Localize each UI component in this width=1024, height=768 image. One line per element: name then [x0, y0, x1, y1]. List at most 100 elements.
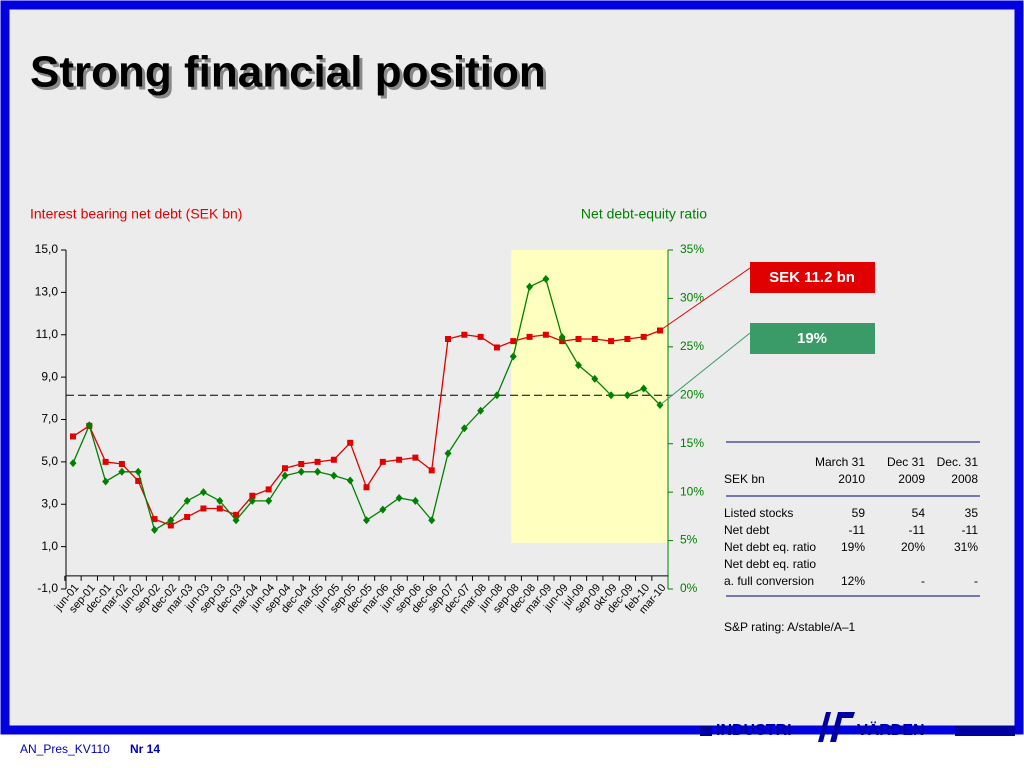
table-cell: 35	[965, 506, 979, 520]
point	[411, 496, 419, 505]
logo-emblem	[818, 712, 855, 742]
point	[591, 335, 598, 342]
y-tick-label: 5,0	[41, 454, 58, 468]
point	[608, 338, 615, 345]
point	[69, 459, 77, 468]
table-note: S&P rating: A/stable/A–1	[724, 620, 856, 634]
point	[640, 333, 647, 340]
point	[151, 525, 159, 534]
table-cell: Net debt	[724, 523, 770, 537]
table-header: Dec. 31	[937, 455, 979, 469]
point	[526, 282, 534, 291]
point	[85, 421, 93, 430]
point	[281, 465, 288, 472]
point	[379, 458, 386, 465]
point	[574, 361, 582, 370]
table-cell: 20%	[901, 540, 925, 554]
point	[428, 467, 435, 474]
y-tick-label: 15,0	[35, 242, 59, 256]
point	[248, 496, 256, 505]
logo-right: VÄRDEN	[857, 721, 925, 739]
footer-file: AN_Pres_KV110	[20, 742, 110, 756]
table-cell: Net debt eq. ratio	[724, 540, 816, 554]
point	[558, 333, 566, 342]
y-axis-title: Interest bearing net debt (SEK bn)	[30, 206, 242, 222]
table-header: SEK bn	[724, 472, 765, 486]
y-tick-label: 3,0	[41, 496, 58, 510]
point	[102, 458, 109, 465]
point	[445, 335, 452, 342]
y2-tick-label: 15%	[680, 436, 704, 450]
point	[134, 467, 142, 476]
table-cell: -11	[909, 523, 926, 537]
callout-label: 19%	[797, 330, 827, 347]
point	[265, 496, 273, 505]
point	[183, 496, 191, 505]
point	[542, 331, 549, 338]
table-header: 2009	[898, 472, 925, 486]
point	[526, 333, 533, 340]
y2-tick-label: 0%	[680, 581, 698, 595]
point	[477, 333, 484, 340]
slide-title: Strong financial position	[30, 48, 546, 97]
logo-left: INDUSTRI	[716, 722, 792, 739]
table-header: 2008	[951, 472, 978, 486]
point	[460, 424, 468, 433]
point	[347, 439, 354, 446]
y-tick-label: 9,0	[41, 369, 58, 383]
point	[363, 484, 370, 491]
table-header: Dec 31	[887, 455, 925, 469]
point	[542, 275, 550, 284]
table-cell: a. full conversion	[724, 574, 814, 588]
point	[396, 456, 403, 463]
point	[102, 477, 110, 486]
logo-bar	[955, 726, 1015, 736]
point	[200, 505, 207, 512]
point	[493, 391, 501, 400]
point	[167, 516, 175, 525]
table-cell: 12%	[841, 574, 865, 588]
table-cell: Listed stocks	[724, 506, 793, 520]
point	[298, 460, 305, 467]
point	[412, 454, 419, 461]
point	[70, 433, 76, 440]
y-tick-label: 11,0	[36, 327, 59, 341]
y2-tick-label: 10%	[680, 484, 704, 498]
table-header: 2010	[838, 472, 865, 486]
callout-leader	[659, 267, 751, 331]
table-cell: 31%	[954, 540, 978, 554]
y2-tick-label: 30%	[680, 291, 704, 305]
highlight-band	[511, 250, 668, 543]
point	[346, 476, 354, 485]
point	[265, 486, 272, 493]
point	[314, 467, 322, 476]
table-cell: -	[974, 574, 978, 588]
table-cell: Net debt eq. ratio	[724, 557, 816, 571]
point	[509, 352, 517, 361]
y2-tick-label: 5%	[680, 533, 698, 547]
point	[461, 331, 468, 338]
table-cell: 54	[912, 506, 926, 520]
logo-bar	[700, 726, 712, 736]
title-shadow: Strong financial position	[33, 51, 549, 100]
point	[297, 467, 305, 476]
point	[330, 471, 338, 480]
y2-axis-title: Net debt-equity ratio	[581, 206, 707, 222]
point	[330, 456, 337, 463]
y-tick-label: 13,0	[35, 285, 59, 299]
point	[363, 516, 370, 525]
table-cell: -	[921, 574, 925, 588]
point	[249, 492, 256, 499]
table-header: March 31	[815, 455, 865, 469]
table-cell: -11	[849, 523, 866, 537]
point	[395, 493, 403, 502]
point	[167, 522, 174, 529]
point	[233, 511, 240, 518]
footer-page: Nr 14	[130, 742, 160, 756]
point	[640, 384, 648, 393]
point	[118, 460, 125, 467]
table-cell: 59	[852, 506, 866, 520]
point	[118, 467, 126, 476]
point	[199, 488, 207, 497]
